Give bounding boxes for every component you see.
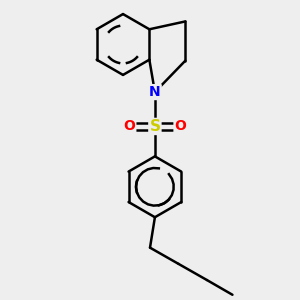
Text: S: S xyxy=(149,119,161,134)
Text: O: O xyxy=(175,119,186,134)
Text: O: O xyxy=(124,119,135,134)
Text: N: N xyxy=(149,85,161,99)
